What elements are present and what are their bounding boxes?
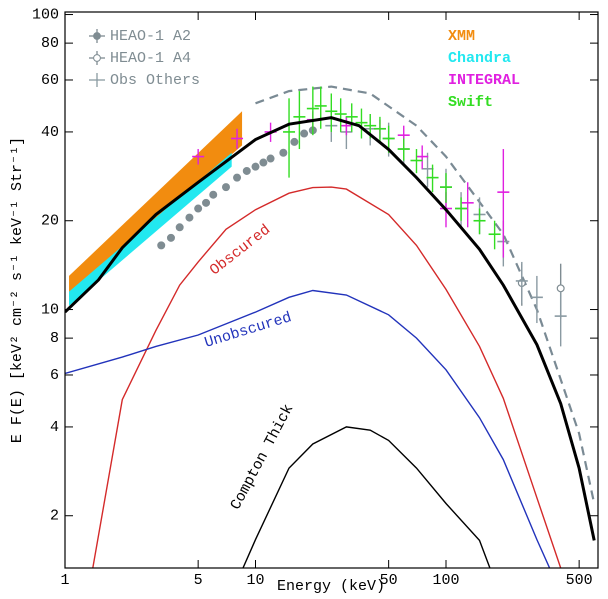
point	[279, 148, 288, 157]
point	[242, 166, 251, 175]
legend-label: INTEGRAL	[448, 72, 520, 89]
point	[175, 223, 184, 232]
x-tick-label: 1	[60, 572, 69, 589]
y-tick-label: 6	[50, 367, 59, 384]
y-tick-label: 40	[41, 124, 59, 141]
y-tick-label: 4	[50, 419, 59, 436]
plot-area	[65, 85, 596, 568]
x-tick-label: 500	[566, 572, 593, 589]
x-tick-label: 5	[194, 572, 203, 589]
y-axis-label: E F(E) [keV² cm⁻² s⁻¹ keV⁻¹ Str⁻¹]	[9, 137, 26, 443]
plot-frame	[64, 11, 599, 569]
y-tick-label: 80	[41, 35, 59, 52]
band	[69, 152, 232, 306]
point	[221, 183, 230, 192]
point	[185, 213, 194, 222]
point	[290, 137, 299, 146]
point	[233, 173, 242, 182]
y-tick-label: 100	[32, 7, 59, 24]
x-tick-label: 100	[432, 572, 459, 589]
point	[166, 233, 175, 242]
legend-label: Chandra	[448, 50, 511, 67]
point	[556, 284, 565, 293]
curve	[255, 85, 596, 504]
curve	[92, 186, 562, 568]
x-tick-label: 10	[246, 572, 264, 589]
point	[202, 198, 211, 207]
curve	[65, 289, 551, 568]
legend-label: HEAO-1 A4	[110, 50, 191, 67]
y-tick-label: 2	[50, 508, 59, 525]
point	[300, 129, 309, 138]
legend-label: Obs Others	[110, 72, 200, 89]
point	[194, 204, 203, 213]
legend-label: HEAO-1 A2	[110, 28, 191, 45]
curve	[65, 116, 596, 541]
point	[266, 154, 275, 163]
legend-marker	[93, 32, 101, 40]
y-tick-label: 60	[41, 72, 59, 89]
legend-label: Swift	[448, 94, 493, 111]
point	[209, 190, 218, 199]
point	[251, 162, 260, 171]
legend-marker	[93, 54, 101, 62]
legend-label: XMM	[448, 28, 475, 45]
x-axis-label: Energy (keV)	[277, 578, 385, 595]
x-tick-label: 50	[380, 572, 398, 589]
y-tick-label: 10	[41, 302, 59, 319]
curve	[242, 426, 491, 568]
y-tick-label: 8	[50, 330, 59, 347]
point	[259, 158, 268, 167]
point	[157, 241, 166, 250]
y-tick-label: 20	[41, 213, 59, 230]
